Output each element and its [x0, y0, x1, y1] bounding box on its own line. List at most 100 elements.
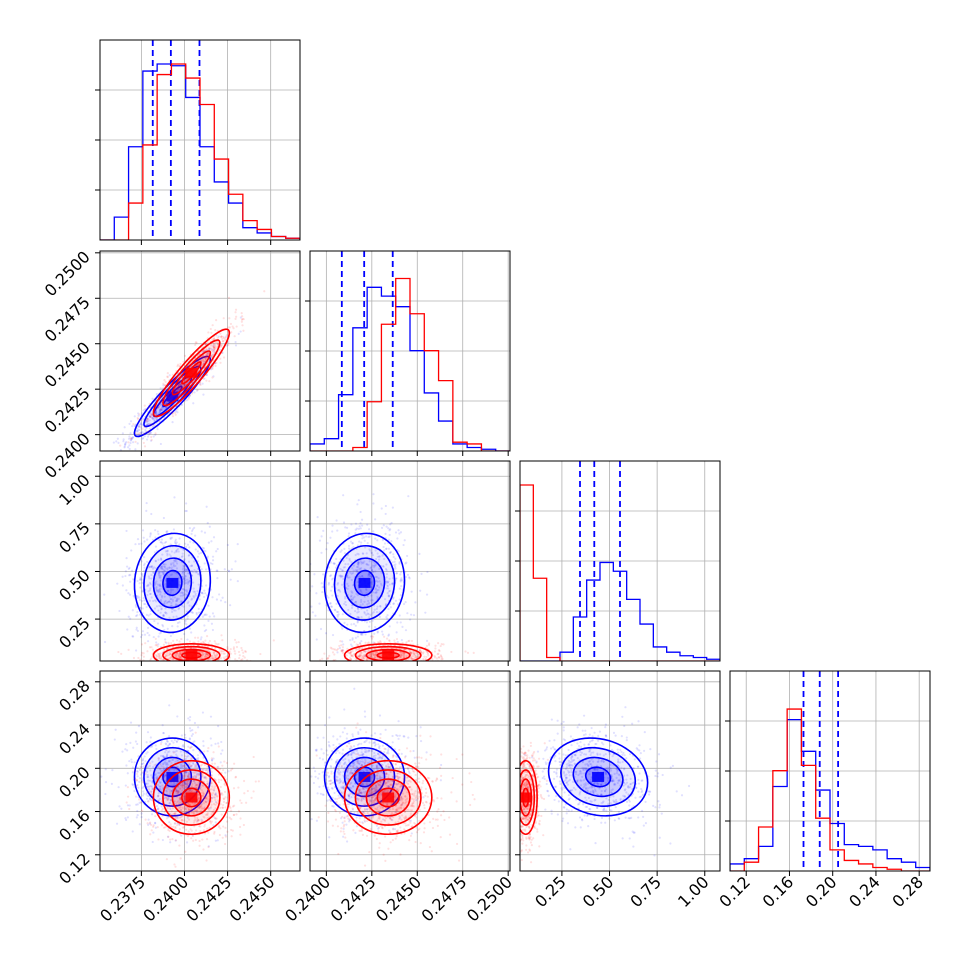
- scatter-point: [190, 532, 193, 535]
- scatter-point: [218, 663, 220, 665]
- scatter-point: [201, 382, 204, 385]
- scatter-point: [155, 805, 159, 808]
- scatter-point: [329, 536, 332, 539]
- scatter-point: [159, 788, 162, 791]
- scatter-point: [103, 640, 107, 644]
- scatter-point: [344, 665, 346, 667]
- scatter-point: [201, 653, 204, 657]
- scatter-point: [176, 625, 179, 628]
- scatter-point: [194, 594, 197, 597]
- scatter-point: [141, 437, 144, 440]
- scatter-point: [153, 619, 156, 623]
- scatter-point: [132, 746, 135, 749]
- scatter-point: [187, 745, 190, 748]
- scatter-point: [186, 578, 189, 581]
- scatter-point: [142, 652, 145, 655]
- scatter-point: [131, 635, 134, 638]
- scatter-point: [169, 591, 172, 594]
- scatter-point: [388, 577, 391, 580]
- scatter-point: [157, 405, 160, 408]
- scatter-point: [162, 643, 166, 646]
- scatter-point: [139, 431, 142, 434]
- scatter-point: [204, 592, 207, 595]
- scatter-point: [161, 571, 164, 574]
- scatter-point: [189, 729, 192, 732]
- scatter-point: [168, 760, 171, 763]
- scatter-point: [197, 640, 200, 643]
- scatter-point: [201, 355, 204, 358]
- scatter-point: [134, 543, 137, 546]
- scatter-point: [182, 777, 185, 780]
- scatter-point: [351, 638, 354, 641]
- scatter-point: [158, 797, 161, 801]
- scatter-point: [315, 638, 318, 641]
- scatter-point: [179, 809, 182, 812]
- scatter-point: [147, 433, 150, 436]
- scatter-point: [207, 642, 210, 645]
- scatter-point: [177, 655, 180, 658]
- scatter-point: [201, 615, 205, 618]
- scatter-point: [349, 612, 352, 616]
- scatter-point: [327, 596, 330, 599]
- scatter-point: [202, 355, 205, 358]
- scatter-point: [129, 441, 132, 445]
- scatter-point: [359, 664, 361, 666]
- scatter-point: [135, 626, 138, 629]
- scatter-point: [176, 621, 180, 625]
- scatter-point: [227, 343, 230, 347]
- scatter-point: [187, 581, 191, 584]
- scatter-point: [364, 650, 367, 653]
- scatter-point: [331, 524, 334, 527]
- scatter-point: [135, 429, 138, 432]
- scatter-point: [382, 663, 384, 665]
- scatter-point: [224, 655, 227, 658]
- scatter-point: [320, 551, 323, 554]
- scatter-point: [147, 818, 150, 821]
- scatter-point: [167, 589, 170, 592]
- scatter-point: [150, 596, 153, 599]
- scatter-point: [171, 625, 174, 628]
- scatter-point: [227, 341, 230, 344]
- scatter-point: [385, 525, 388, 528]
- scatter-point: [150, 413, 153, 416]
- scatter-point: [127, 437, 131, 440]
- scatter-point: [356, 621, 359, 624]
- scatter-point: [214, 329, 217, 332]
- scatter-point: [165, 647, 168, 650]
- scatter-point: [112, 441, 115, 444]
- scatter-point: [160, 805, 163, 808]
- scatter-point: [219, 357, 222, 360]
- scatter-point: [216, 577, 219, 580]
- scatter-point: [173, 738, 176, 742]
- scatter-point: [225, 344, 228, 347]
- y-tick-label-2-2: 0.75: [55, 518, 94, 557]
- scatter-point: [193, 721, 197, 725]
- scatter-point: [171, 600, 175, 603]
- scatter-point: [149, 583, 152, 586]
- scatter-point: [414, 655, 417, 658]
- scatter-point: [164, 761, 167, 765]
- scatter-point: [216, 569, 219, 572]
- scatter-point: [116, 437, 119, 440]
- scatter-point: [341, 627, 344, 630]
- scatter-point: [219, 652, 223, 655]
- scatter-point: [205, 355, 209, 358]
- scatter-point: [152, 831, 155, 834]
- scatter-point: [185, 589, 188, 592]
- scatter-point: [215, 550, 218, 553]
- scatter-point: [355, 676, 357, 678]
- scatter-point: [434, 644, 437, 647]
- scatter-point: [360, 566, 363, 570]
- scatter-point: [272, 639, 275, 642]
- scatter-point: [231, 666, 233, 668]
- scatter-point: [168, 600, 171, 603]
- scatter-point: [370, 566, 373, 569]
- scatter-point: [221, 339, 225, 343]
- scatter-point: [355, 648, 359, 651]
- scatter-point: [213, 654, 216, 657]
- scatter-point: [182, 548, 185, 551]
- scatter-point: [190, 598, 193, 601]
- scatter-point: [332, 577, 335, 580]
- scatter-point: [145, 438, 149, 441]
- scatter-point: [358, 540, 361, 543]
